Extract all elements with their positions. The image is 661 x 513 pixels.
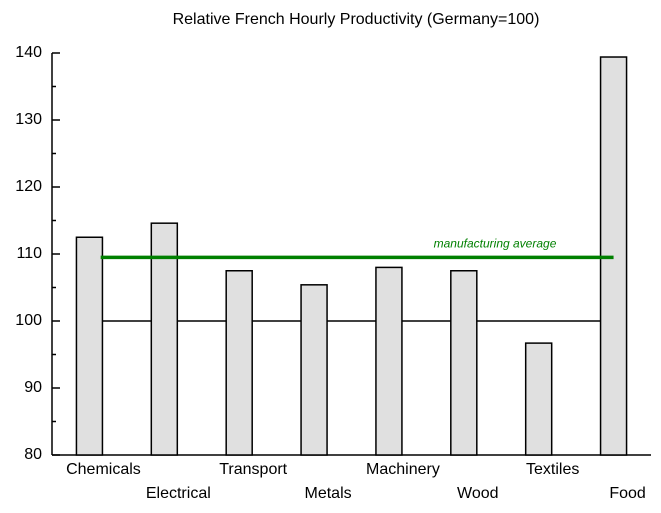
- average-label: manufacturing average: [434, 237, 557, 251]
- y-tick-label: 100: [15, 312, 42, 329]
- x-tick-label: Food: [609, 485, 645, 502]
- y-tick-label: 130: [15, 111, 42, 128]
- bar: [300, 284, 328, 456]
- x-tick-label: Electrical: [146, 485, 211, 502]
- y-tick-label: 120: [15, 178, 42, 195]
- bar: [524, 342, 553, 456]
- x-tick-label: Transport: [219, 461, 287, 478]
- chart-title: Relative French Hourly Productivity (Ger…: [173, 11, 540, 28]
- bar: [75, 236, 104, 456]
- bar: [375, 266, 403, 456]
- y-tick-label: 90: [24, 379, 42, 396]
- y-tick-label: 140: [15, 44, 42, 61]
- x-tick-label: Metals: [305, 485, 352, 502]
- bar: [150, 222, 179, 456]
- x-tick-label: Textiles: [526, 461, 579, 478]
- x-tick-label: Wood: [457, 485, 499, 502]
- bar: [450, 270, 478, 456]
- x-tick-label: Machinery: [366, 461, 440, 478]
- bar: [225, 270, 253, 456]
- x-tick-label: Chemicals: [66, 461, 141, 478]
- y-tick-label: 80: [24, 446, 42, 463]
- y-tick-label: 110: [16, 245, 42, 262]
